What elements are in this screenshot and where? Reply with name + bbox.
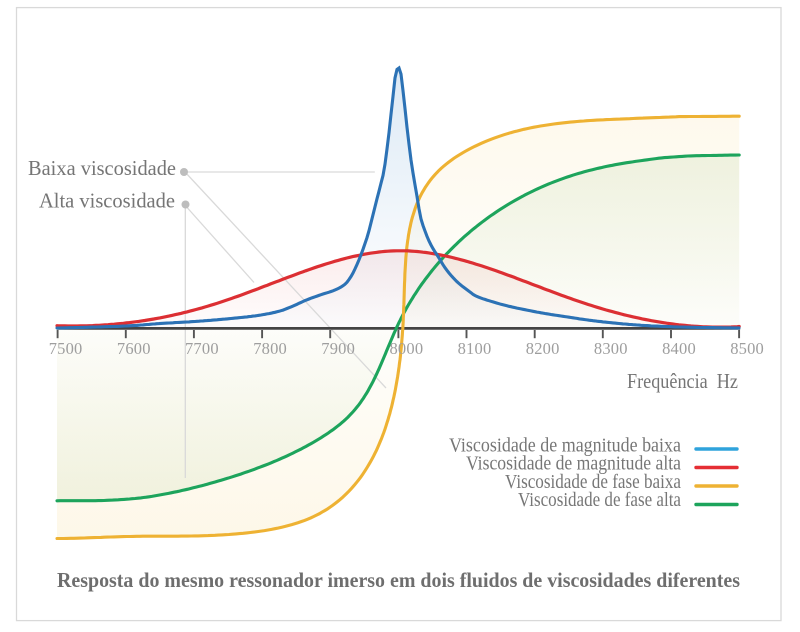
svg-text:8000: 8000 <box>389 339 423 358</box>
svg-text:8400: 8400 <box>662 339 696 358</box>
svg-text:Viscosidade de magnitude alta: Viscosidade de magnitude alta <box>466 454 681 475</box>
svg-text:Viscosidade de magnitude baixa: Viscosidade de magnitude baixa <box>449 436 681 457</box>
svg-text:Resposta do mesmo ressonador i: Resposta do mesmo ressonador imerso em d… <box>57 568 740 592</box>
svg-text:8100: 8100 <box>458 339 492 358</box>
svg-text:7500: 7500 <box>49 339 83 358</box>
svg-text:8300: 8300 <box>594 339 628 358</box>
svg-text:8500: 8500 <box>730 339 764 358</box>
svg-text:Frequência Hz: Frequência Hz <box>627 369 738 393</box>
svg-text:7700: 7700 <box>185 339 219 358</box>
svg-text:7600: 7600 <box>117 339 151 358</box>
svg-text:Alta viscosidade: Alta viscosidade <box>39 189 175 213</box>
svg-text:7900: 7900 <box>321 339 355 358</box>
svg-text:Baixa viscosidade: Baixa viscosidade <box>28 156 176 180</box>
svg-text:Viscosidade de fase baixa: Viscosidade de fase baixa <box>505 472 681 493</box>
svg-text:7800: 7800 <box>253 339 287 358</box>
svg-text:Viscosidade de fase alta: Viscosidade de fase alta <box>518 490 681 511</box>
svg-text:8200: 8200 <box>526 339 560 358</box>
